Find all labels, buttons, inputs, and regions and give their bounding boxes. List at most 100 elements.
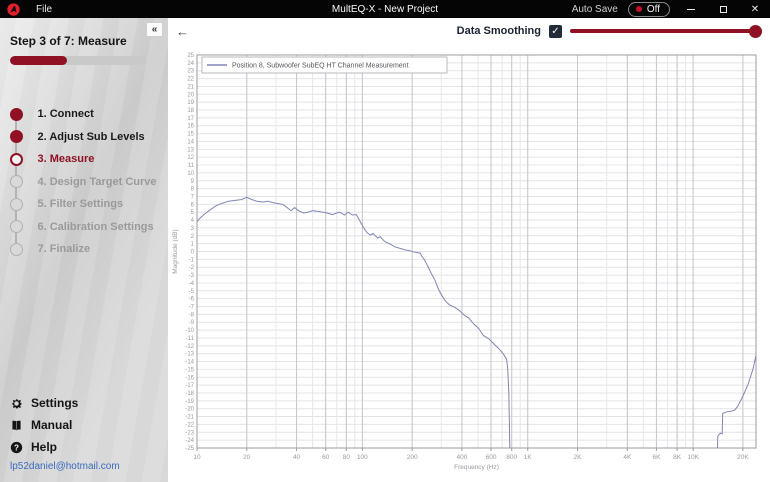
svg-text:40: 40 [293,454,301,461]
svg-text:-17: -17 [185,383,194,389]
svg-text:Position 8, Subwoofer SubEQ HT: Position 8, Subwoofer SubEQ HT Channel M… [232,63,409,70]
step-label: 6. Calibration Settings [37,220,154,233]
svg-text:-12: -12 [185,344,194,350]
svg-text:12: 12 [187,155,194,161]
help-label: Help [31,440,58,454]
step-dot [9,242,23,256]
svg-text:25: 25 [187,53,194,59]
sidebar-item-finalize[interactable]: 7. Finalize [0,238,168,261]
svg-text:-2: -2 [189,265,195,271]
book-icon [12,420,21,430]
svg-text:600: 600 [486,454,497,461]
svg-text:24: 24 [187,61,194,67]
svg-text:-4: -4 [189,281,195,287]
sidebar-collapse-button[interactable]: « [146,22,163,37]
svg-text:3: 3 [191,226,195,232]
svg-text:4: 4 [191,218,195,224]
window-title: MultEQ-X - New Project [331,3,439,15]
svg-text:22: 22 [187,77,194,83]
step-dot [9,197,23,211]
svg-text:800: 800 [506,454,517,461]
step-dot [9,130,23,144]
restore-icon [719,5,727,13]
svg-text:6K: 6K [652,454,661,461]
data-smoothing-checkbox[interactable]: ✓ [549,24,562,38]
step-progress-bar [10,56,146,65]
back-button[interactable]: ← [176,23,189,39]
sidebar-item-adjust-sub-levels[interactable]: 2. Adjust Sub Levels [0,126,168,149]
svg-text:-14: -14 [185,360,194,366]
svg-text:1: 1 [191,242,195,248]
svg-text:8: 8 [191,187,195,193]
autosave-toggle[interactable]: Off [627,1,670,17]
svg-text:4K: 4K [623,454,632,461]
svg-text:-13: -13 [185,352,194,358]
title-bar: File MultEQ-X - New Project Auto Save Of… [0,0,770,18]
svg-text:5: 5 [191,210,195,216]
svg-text:8K: 8K [673,454,682,461]
svg-text:-7: -7 [189,305,195,311]
step-dot [9,152,23,166]
help-icon: ? [10,441,23,453]
svg-text:100: 100 [357,454,368,461]
svg-text:15: 15 [187,132,194,138]
step-progress-title: Step 3 of 7: Measure [10,34,127,48]
data-smoothing-label: Data Smoothing [456,25,541,37]
step-label: 2. Adjust Sub Levels [37,130,145,143]
svg-text:2: 2 [191,234,195,240]
sidebar-item-connect[interactable]: 1. Connect [0,103,168,126]
svg-text:2K: 2K [574,454,583,461]
svg-text:9: 9 [191,179,195,185]
svg-text:10K: 10K [687,454,699,461]
audyssey-logo-icon [7,2,20,16]
settings-label: Settings [31,396,79,410]
step-dot [9,175,23,189]
svg-text:23: 23 [187,69,194,75]
account-email-link[interactable]: lp52daniel@hotmail.com [10,461,120,472]
file-menu[interactable]: File [36,3,53,15]
close-button[interactable]: ✕ [750,3,760,15]
svg-text:Frequency (Hz): Frequency (Hz) [454,464,499,471]
svg-text:-23: -23 [185,430,194,436]
svg-text:21: 21 [187,84,194,90]
sidebar-item-filter-settings[interactable]: 5. Filter Settings [0,193,168,216]
slider-thumb[interactable] [749,24,762,38]
step-label: 4. Design Target Curve [37,175,157,188]
svg-text:-21: -21 [185,415,194,421]
svg-text:-22: -22 [185,422,194,428]
svg-text:10: 10 [193,454,201,461]
sidebar-item-measure[interactable]: 3. Measure [0,148,168,171]
measurement-chart: -25 -24 -23 -22 -21 -20 -19 -18 -17 -16 -15 -14 -13-… [168,44,770,482]
svg-text:18: 18 [187,108,194,114]
autosave-status-dot [635,6,642,12]
step-progress-fill [10,56,68,65]
svg-text:-24: -24 [185,438,194,444]
svg-text:-16: -16 [185,375,194,381]
sidebar-item-calibration-settings[interactable]: 6. Calibration Settings [0,216,168,239]
settings-button[interactable]: Settings [10,392,160,414]
step-dot [9,220,23,234]
step-label: 5. Filter Settings [37,198,124,211]
svg-text:6: 6 [191,202,195,208]
step-label: 1. Connect [37,108,94,121]
minimize-icon [687,8,695,10]
svg-text:Magnitude (dB): Magnitude (dB) [172,229,179,273]
minimize-button[interactable] [680,1,702,17]
svg-text:-5: -5 [189,289,195,295]
svg-text:1K: 1K [524,454,533,461]
manual-label: Manual [31,418,73,432]
help-button[interactable]: ? Help [10,436,160,458]
manual-button[interactable]: Manual [10,414,160,436]
svg-text:-6: -6 [189,297,195,303]
svg-text:17: 17 [187,116,194,122]
data-smoothing-slider[interactable] [570,24,762,38]
svg-text:7: 7 [191,194,195,200]
sidebar: « Step 3 of 7: Measure 1. Connect 2. Adj… [0,18,168,482]
svg-text:-8: -8 [189,312,195,318]
sidebar-item-design-target-curve[interactable]: 4. Design Target Curve [0,171,168,194]
autosave-state: Off [646,3,660,15]
wizard-step-list: 1. Connect 2. Adjust Sub Levels 3. Measu… [0,103,168,261]
step-dot [9,107,23,121]
restore-button[interactable] [712,1,734,17]
svg-text:20: 20 [187,92,194,98]
